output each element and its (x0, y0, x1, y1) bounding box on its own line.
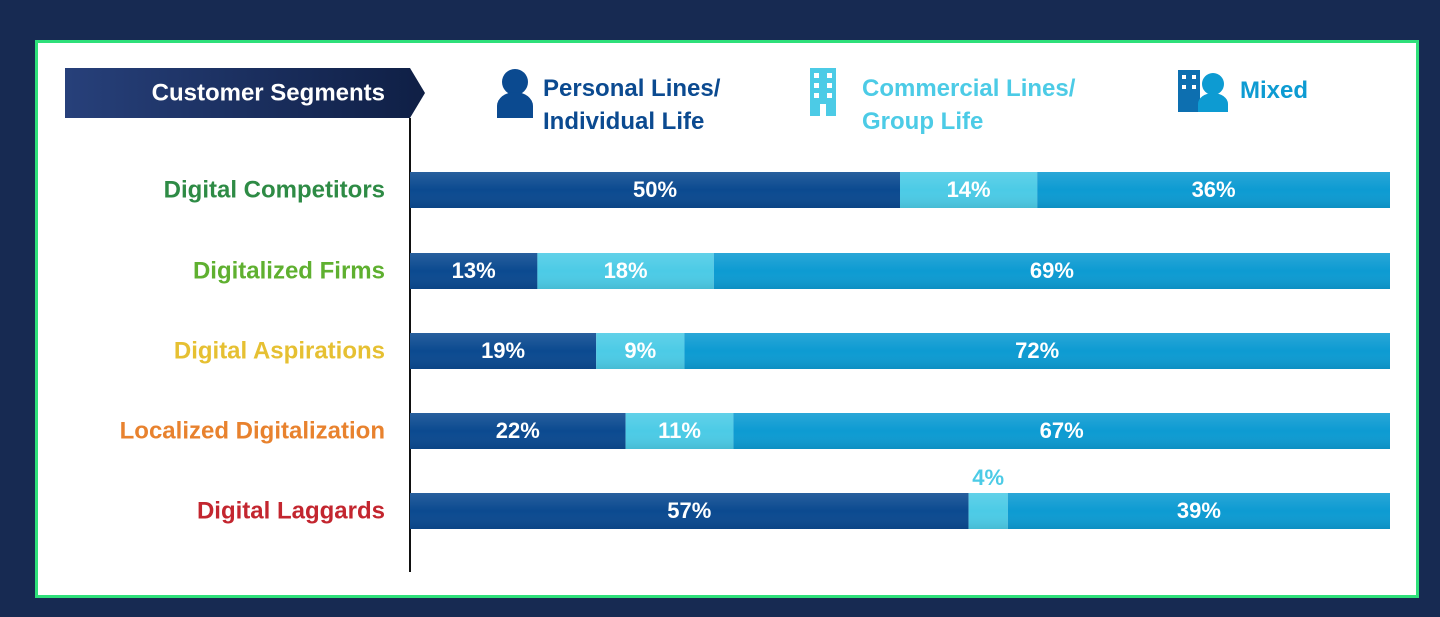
value-label: 4% (972, 465, 1004, 490)
bar-sheen (900, 172, 1038, 208)
bar-sheen (1037, 172, 1390, 208)
category-label: Digital Aspirations (174, 337, 385, 364)
category-label: Digitalized Firms (193, 257, 385, 284)
value-label: 36% (1192, 177, 1236, 202)
value-label: 72% (1015, 338, 1059, 363)
bar-sheen (537, 253, 714, 289)
bar-sheen (713, 253, 1390, 289)
bar-sheen (410, 493, 969, 529)
legend-entry: Personal Lines/ Individual Life (543, 75, 721, 135)
category-label: Localized Digitalization (120, 417, 385, 444)
category-label: Digital Laggards (197, 497, 385, 524)
bar-sheen (1007, 493, 1390, 529)
header-banner (65, 68, 425, 118)
legend-entry: Mixed (1240, 77, 1309, 104)
bar-sheen (596, 333, 685, 369)
value-label: 69% (1030, 258, 1074, 283)
value-label: 13% (452, 258, 496, 283)
bar-sheen (625, 413, 734, 449)
bar-sheen (410, 413, 626, 449)
value-label: 57% (667, 498, 711, 523)
value-label: 22% (496, 418, 540, 443)
value-label: 67% (1040, 418, 1084, 443)
value-label: 50% (633, 177, 677, 202)
value-label: 19% (481, 338, 525, 363)
header-label: Customer Segments (152, 79, 385, 106)
value-label: 14% (947, 177, 991, 202)
icon-building (810, 68, 836, 116)
bar-sheen (410, 333, 597, 369)
value-label: 18% (604, 258, 648, 283)
category-label: Digital Competitors (164, 176, 385, 203)
legend-entry: Commercial Lines/ Group Life (862, 75, 1076, 135)
bar-sheen (684, 333, 1390, 369)
bar-sheen (968, 493, 1008, 529)
value-label: 39% (1177, 498, 1221, 523)
bar-sheen (410, 172, 900, 208)
value-label: 11% (658, 418, 701, 443)
icon-person (497, 69, 533, 118)
bar-sheen (733, 413, 1390, 449)
bar-sheen (410, 253, 538, 289)
icon-mixed (1178, 70, 1228, 112)
value-label: 9% (624, 338, 656, 363)
